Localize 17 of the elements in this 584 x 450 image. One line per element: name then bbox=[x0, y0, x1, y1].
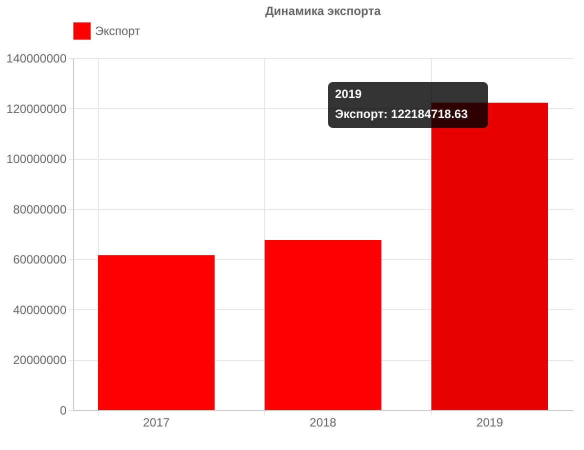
y-tick-label: 80000000 bbox=[13, 202, 67, 216]
y-tick-label: 0 bbox=[60, 404, 67, 418]
x-tick-label: 2019 bbox=[476, 416, 504, 430]
y-tick-label: 20000000 bbox=[13, 353, 67, 368]
y-tick-label: 120000000 bbox=[6, 102, 67, 116]
y-tick-label: 100000000 bbox=[6, 152, 67, 166]
legend-label: Экспорт bbox=[95, 24, 141, 38]
chart-title: Динамика экспорта bbox=[265, 4, 382, 18]
y-tick-label: 60000000 bbox=[13, 252, 67, 267]
annotation: 2019 bbox=[335, 87, 362, 101]
y-tick-label: 40000000 bbox=[13, 302, 67, 317]
annotation: Экспорт: 122184718.63 bbox=[335, 107, 468, 121]
bar bbox=[264, 240, 382, 410]
x-tick-label: 2017 bbox=[142, 416, 170, 430]
bar bbox=[98, 255, 215, 410]
x-tick-label: 2018 bbox=[310, 416, 337, 430]
y-tick-label: 140000000 bbox=[6, 52, 67, 66]
